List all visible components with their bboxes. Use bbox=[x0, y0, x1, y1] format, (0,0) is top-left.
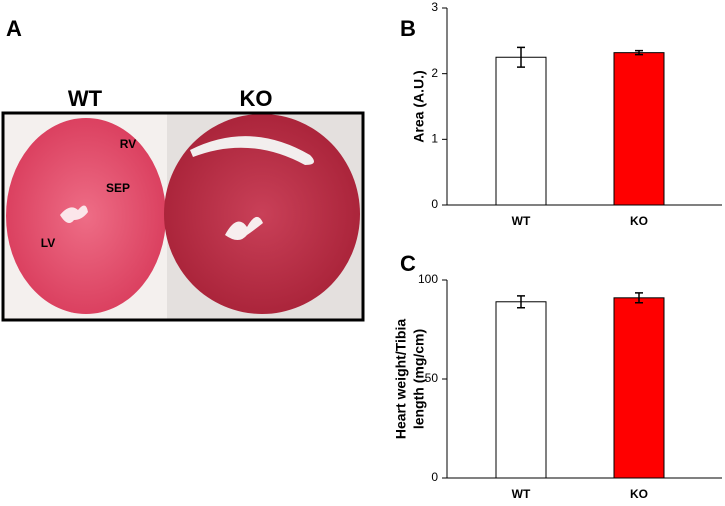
y-axis-label: length (mg/cm) bbox=[411, 329, 427, 429]
y-tick-label: 2 bbox=[431, 66, 438, 80]
error-bar bbox=[635, 49, 643, 56]
annotation: RV bbox=[120, 137, 136, 151]
y-tick-label: 50 bbox=[425, 371, 439, 385]
column-title: KO bbox=[240, 86, 273, 111]
annotation: SEP bbox=[106, 181, 130, 195]
y-axis-label: Area (A.U.) bbox=[411, 70, 427, 142]
y-axis-label: Heart weight/Tibia bbox=[393, 319, 409, 440]
error-bar bbox=[517, 46, 525, 68]
y-tick-label: 1 bbox=[431, 132, 438, 146]
column-title: WT bbox=[68, 86, 103, 111]
panel-label: A bbox=[6, 16, 22, 41]
panel-label: C bbox=[400, 251, 416, 276]
error-bar bbox=[517, 295, 525, 309]
panel-label: B bbox=[400, 16, 416, 41]
x-tick-label: WT bbox=[512, 487, 531, 501]
x-tick-label: KO bbox=[630, 214, 648, 228]
y-tick-label: 3 bbox=[431, 0, 438, 14]
y-tick-label: 100 bbox=[418, 272, 438, 286]
y-tick-label: 0 bbox=[431, 470, 438, 484]
annotation: LV bbox=[41, 236, 55, 250]
histology-image bbox=[1, 111, 365, 322]
y-tick-label: 0 bbox=[431, 197, 438, 211]
bar bbox=[495, 301, 547, 479]
x-tick-label: KO bbox=[630, 487, 648, 501]
bar bbox=[495, 56, 547, 206]
bar bbox=[613, 52, 665, 206]
x-tick-label: WT bbox=[512, 214, 531, 228]
bar bbox=[613, 297, 665, 479]
error-bar bbox=[635, 292, 643, 304]
